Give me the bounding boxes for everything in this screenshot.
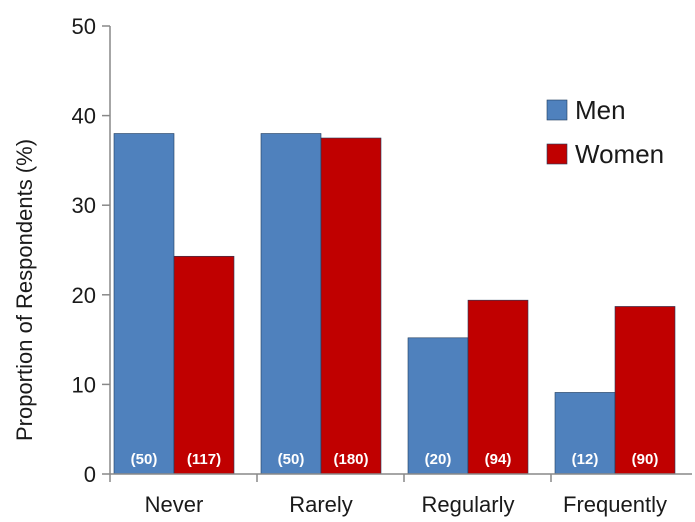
data-label-men-regularly: (20) (425, 451, 452, 468)
bar-women-never (173, 255, 235, 475)
bar-men-regularly (407, 337, 469, 475)
bar-men-never (113, 133, 175, 475)
data-label-women-regularly: (94) (485, 451, 512, 468)
y-tick-label: 50 (72, 14, 96, 39)
y-tick-label: 40 (72, 104, 96, 129)
y-axis-label: Proportion of Respondents (%) (12, 139, 37, 441)
y-tick-label: 0 (84, 462, 96, 487)
x-tick-label-rarely: Rarely (289, 492, 353, 517)
data-label-men-rarely: (50) (278, 451, 305, 468)
legend: Men Women (546, 95, 664, 169)
x-tick-label-never: Never (145, 492, 204, 517)
legend-swatch-women (546, 143, 568, 165)
data-label-women-frequently: (90) (632, 451, 659, 468)
y-tick-label: 10 (72, 372, 96, 397)
data-label-men-never: (50) (131, 451, 158, 468)
bar-men-rarely (260, 133, 322, 475)
bar-women-regularly (467, 299, 529, 475)
legend-label-women: Women (575, 139, 664, 169)
y-tick-label: 20 (72, 283, 96, 308)
x-tick-label-regularly: Regularly (422, 492, 515, 517)
bar-women-rarely (320, 137, 382, 475)
bar-women-frequently (614, 306, 676, 475)
y-tick-label: 30 (72, 193, 96, 218)
legend-label-men: Men (575, 95, 626, 125)
legend-swatch-men (546, 99, 568, 121)
bar-men-frequently (554, 392, 616, 475)
y-axis: 0 10 20 30 40 50 (72, 14, 111, 487)
x-tick-label-frequently: Frequently (563, 492, 667, 517)
data-label-men-frequently: (12) (572, 451, 599, 468)
plot-area: (50) (50) (20) (12) (117) (180) (94) (90) (113, 133, 676, 475)
data-label-women-rarely: (180) (333, 451, 368, 468)
data-label-women-never: (117) (187, 451, 221, 468)
x-axis: Never Rarely Regularly Frequently (109, 473, 692, 517)
